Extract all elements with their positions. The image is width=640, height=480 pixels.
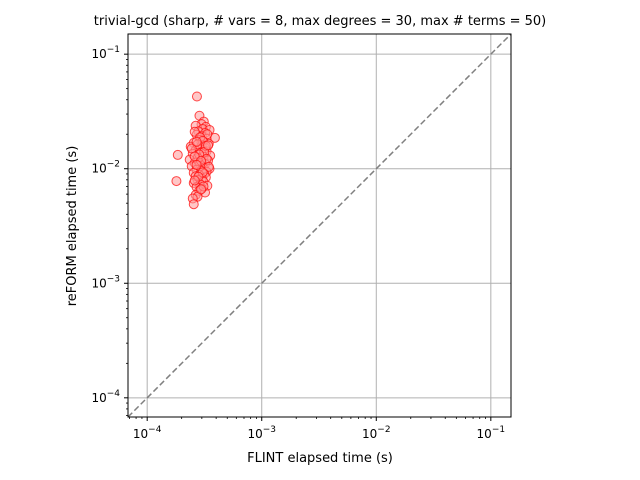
chart-title: trivial-gcd (sharp, # vars = 8, max degr… (94, 14, 546, 29)
y-tick-label: 10−4 (91, 389, 120, 405)
data-point (191, 91, 202, 102)
x-tick-label: 10−3 (247, 425, 276, 441)
identity-line (127, 33, 512, 418)
data-point (171, 176, 182, 187)
y-axis-label: reFORM elapsed time (s) (65, 146, 80, 307)
data-point (203, 140, 214, 151)
data-point (191, 136, 202, 147)
x-axis-label: FLINT elapsed time (s) (247, 451, 393, 466)
axis-ticks: 10−4 10−3 10−2 10−1 10−4 10−3 10−2 10−1 (91, 45, 505, 441)
y-tick-label: 10−2 (91, 160, 120, 176)
plot-frame (127, 33, 512, 418)
y-tick-label: 10−3 (91, 274, 120, 290)
data-point (172, 149, 183, 160)
data-point (203, 161, 214, 172)
x-tick-label: 10−2 (362, 425, 391, 441)
y-tick-label: 10−1 (91, 45, 120, 61)
data-point (188, 199, 199, 210)
x-tick-label: 10−4 (133, 425, 162, 441)
x-tick-label: 10−1 (477, 425, 506, 441)
data-point (191, 159, 202, 170)
data-point (196, 184, 207, 195)
data-point (189, 175, 200, 186)
data-points (171, 91, 220, 210)
reference-line (127, 33, 512, 418)
